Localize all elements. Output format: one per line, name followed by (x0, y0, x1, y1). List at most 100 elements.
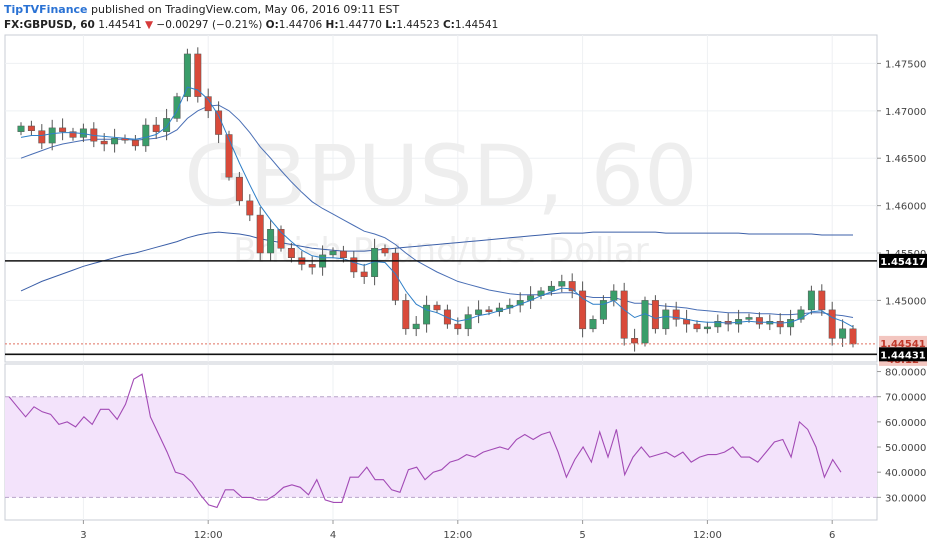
price-tick-label: 1.46000 (885, 202, 926, 213)
candle-body[interactable] (27, 125, 35, 131)
candle-body[interactable] (360, 271, 368, 277)
candle-body[interactable] (631, 338, 639, 344)
ma-mid-line (20, 104, 854, 318)
rsi-line (8, 373, 842, 509)
candle-body[interactable] (329, 250, 337, 256)
low-label: L: (385, 19, 397, 31)
candle-body[interactable] (620, 290, 628, 339)
candle-body[interactable] (267, 229, 275, 254)
candle-body[interactable] (100, 140, 108, 145)
candle-body[interactable] (651, 300, 659, 330)
candle-body[interactable] (183, 53, 191, 97)
candle-body[interactable] (38, 130, 46, 144)
rsi-tick-label: 70.0000 (885, 393, 926, 404)
candle-body[interactable] (215, 110, 223, 135)
candle-body[interactable] (558, 281, 566, 287)
price-pane[interactable] (4, 34, 878, 363)
candle-body[interactable] (69, 131, 77, 138)
x-tick-label: 12:00 (693, 530, 722, 541)
candle-body[interactable] (776, 320, 784, 328)
candle-body[interactable] (714, 320, 722, 328)
candle-body[interactable] (225, 134, 233, 178)
x-tick-label: 12:00 (443, 530, 472, 541)
candle-body[interactable] (163, 118, 171, 132)
candle-body[interactable] (59, 127, 67, 132)
candle-body[interactable] (641, 300, 649, 344)
candle-body[interactable] (787, 319, 795, 328)
candle-body[interactable] (589, 319, 597, 330)
candle-body[interactable] (464, 314, 472, 330)
candle-body[interactable] (142, 124, 150, 147)
rsi-band (5, 396, 877, 498)
price-tag-support (879, 253, 927, 268)
candle-body[interactable] (412, 323, 420, 330)
candle-body[interactable] (339, 250, 347, 258)
candle-body[interactable] (17, 125, 25, 132)
rsi-tick-label: 80.0000 (885, 368, 926, 379)
candle-body[interactable] (807, 290, 815, 311)
candle-body[interactable] (423, 304, 431, 325)
price-tag-last (879, 335, 927, 350)
published-text: published on TradingView.com, May 06, 20… (91, 3, 400, 16)
x-tick-label: 5 (579, 530, 585, 541)
high-value: 1.44770 (338, 19, 382, 31)
candle-body[interactable] (235, 176, 243, 202)
close-label: C: (442, 19, 455, 31)
candle-body[interactable] (454, 323, 462, 330)
candle-body[interactable] (662, 309, 670, 330)
candle-body[interactable] (485, 309, 493, 313)
low-value: 1.44523 (396, 19, 440, 31)
x-tick-label: 3 (80, 530, 86, 541)
candle-body[interactable] (256, 214, 264, 254)
candle-body[interactable] (111, 138, 119, 145)
candle-body[interactable] (579, 290, 587, 330)
candle-body[interactable] (755, 317, 763, 325)
open-label: O: (265, 19, 279, 31)
candle-body[interactable] (287, 248, 295, 258)
candle-body[interactable] (849, 328, 857, 345)
candle-body[interactable] (381, 248, 389, 254)
candle-body[interactable] (568, 281, 576, 292)
candle-body[interactable] (246, 200, 254, 216)
candle-body[interactable] (745, 317, 753, 320)
candle-body[interactable] (703, 326, 711, 330)
x-tick-label: 6 (829, 530, 835, 541)
candle-body[interactable] (48, 127, 56, 144)
candle-body[interactable] (547, 285, 555, 292)
rsi-tick-label: 50.0000 (885, 443, 926, 454)
publish-line: TipTVFinance published on TradingView.co… (4, 3, 399, 16)
rsi-tick-label: 30.0000 (885, 493, 926, 504)
price-tag-label: 1.44431 (880, 350, 926, 361)
watermark-title: GBPUSD, 60 (184, 127, 697, 225)
candle-body[interactable] (391, 252, 399, 301)
candle-body[interactable] (610, 290, 618, 301)
candle-body[interactable] (693, 323, 701, 330)
price-tag-support (879, 347, 927, 362)
price-tag-label: 1.44541 (880, 339, 926, 350)
candle-body[interactable] (152, 124, 160, 132)
candle-body[interactable] (599, 300, 607, 320)
symbol-label[interactable]: FX:GBPUSD, 60 (4, 19, 95, 31)
open-value: 1.44706 (278, 19, 323, 31)
candle-body[interactable] (308, 264, 316, 268)
candle-body[interactable] (350, 257, 358, 273)
candle-body[interactable] (475, 309, 483, 315)
candle-body[interactable] (131, 139, 139, 147)
price-tick-label: 1.47500 (885, 59, 926, 70)
candle-body[interactable] (277, 229, 285, 249)
candle-body[interactable] (672, 309, 680, 320)
candle-body[interactable] (173, 96, 181, 119)
candle-body[interactable] (402, 300, 410, 330)
author-link[interactable]: TipTVFinance (4, 3, 88, 16)
ohlc-legend: FX:GBPUSD, 60 1.44541 ▼ −0.00297 (−0.21%… (4, 19, 498, 31)
price-tick-label: 1.46500 (885, 154, 926, 165)
candle-body[interactable] (433, 304, 441, 311)
price-tag-label: 1.45417 (880, 257, 926, 268)
candle-body[interactable] (818, 290, 826, 311)
candle-body[interactable] (828, 309, 836, 339)
candle-body[interactable] (194, 53, 202, 97)
candle-body[interactable] (797, 309, 805, 320)
candle-body[interactable] (839, 328, 847, 339)
